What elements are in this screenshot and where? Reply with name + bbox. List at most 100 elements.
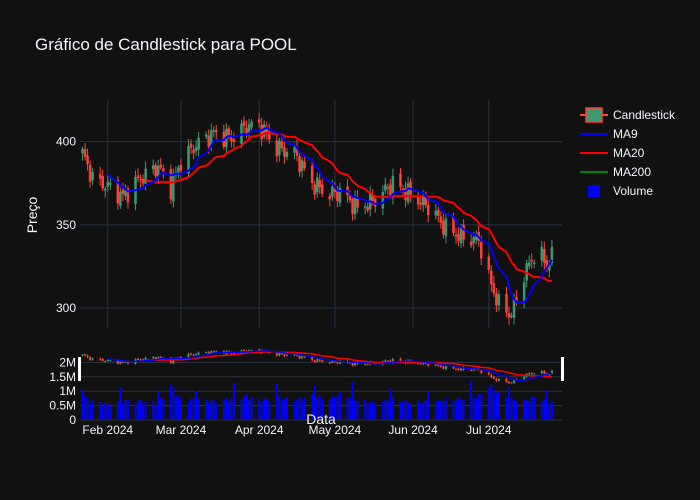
candle[interactable]: [298, 150, 301, 177]
candle[interactable]: [315, 172, 319, 198]
candle[interactable]: [88, 160, 92, 188]
candle[interactable]: [194, 140, 198, 156]
candle[interactable]: [419, 195, 422, 210]
volume-bar: [513, 399, 516, 420]
candle[interactable]: [391, 168, 395, 205]
candle[interactable]: [487, 253, 491, 274]
candle[interactable]: [505, 286, 508, 318]
candle[interactable]: [399, 168, 402, 193]
candle[interactable]: [442, 213, 445, 239]
legend-item-candlestick[interactable]: Candlestick: [580, 107, 676, 123]
candle[interactable]: [532, 259, 536, 269]
candle[interactable]: [177, 164, 180, 179]
candle[interactable]: [439, 211, 443, 229]
candle[interactable]: [469, 234, 473, 249]
candle[interactable]: [151, 159, 155, 175]
candle[interactable]: [543, 241, 546, 270]
candle[interactable]: [260, 117, 263, 147]
candle[interactable]: [275, 134, 279, 163]
candle[interactable]: [103, 186, 107, 198]
candle[interactable]: [333, 181, 337, 199]
candle[interactable]: [136, 168, 140, 183]
candle[interactable]: [81, 146, 84, 161]
volume-bar: [523, 399, 526, 420]
candle[interactable]: [490, 265, 493, 292]
candle-body: [169, 169, 173, 200]
candle[interactable]: [457, 227, 460, 247]
candle[interactable]: [313, 180, 316, 200]
candle[interactable]: [462, 219, 465, 247]
candle[interactable]: [189, 139, 193, 155]
candle[interactable]: [530, 253, 533, 269]
candle[interactable]: [232, 132, 236, 149]
candle[interactable]: [434, 204, 438, 220]
candle[interactable]: [437, 206, 440, 223]
candle[interactable]: [384, 177, 387, 195]
candle[interactable]: [285, 148, 289, 161]
candle[interactable]: [126, 185, 130, 209]
candle[interactable]: [197, 131, 200, 157]
candle[interactable]: [507, 306, 511, 325]
candle[interactable]: [169, 164, 173, 205]
candle[interactable]: [321, 178, 324, 197]
candle[interactable]: [427, 198, 430, 223]
mini-candle-body: [278, 353, 281, 356]
legend-item-ma20[interactable]: MA20: [580, 146, 645, 160]
candle[interactable]: [492, 275, 496, 297]
candle[interactable]: [101, 169, 104, 191]
candle[interactable]: [300, 157, 304, 178]
candle[interactable]: [121, 182, 125, 202]
volume-bar: [240, 399, 243, 420]
candle[interactable]: [510, 312, 513, 319]
candle[interactable]: [192, 144, 195, 160]
candle[interactable]: [91, 167, 94, 185]
volume-bar: [422, 402, 425, 420]
candle[interactable]: [303, 155, 306, 171]
range-slider-left-handle[interactable]: [78, 357, 81, 381]
volume-bar: [437, 399, 440, 420]
candle[interactable]: [162, 164, 165, 179]
candle[interactable]: [159, 157, 163, 170]
candle[interactable]: [540, 240, 544, 267]
candle[interactable]: [212, 126, 215, 138]
candle[interactable]: [257, 112, 261, 128]
candle[interactable]: [215, 125, 218, 140]
candle[interactable]: [154, 162, 157, 182]
candle[interactable]: [444, 213, 448, 244]
candle[interactable]: [454, 227, 458, 244]
candle[interactable]: [328, 192, 332, 207]
candle[interactable]: [139, 174, 142, 188]
candle[interactable]: [83, 143, 87, 161]
range-slider-right-handle[interactable]: [561, 357, 564, 381]
candle[interactable]: [124, 184, 127, 201]
legend-item-ma200[interactable]: MA200: [580, 165, 651, 179]
candle[interactable]: [86, 148, 89, 171]
candle[interactable]: [141, 174, 145, 187]
candle[interactable]: [404, 181, 407, 208]
candle[interactable]: [278, 137, 281, 162]
volume-bar: [303, 398, 306, 420]
mini-candle: [313, 359, 316, 363]
candle[interactable]: [338, 182, 342, 208]
candle[interactable]: [310, 158, 314, 190]
candle[interactable]: [318, 172, 321, 195]
candle[interactable]: [98, 166, 102, 186]
candle[interactable]: [406, 176, 410, 205]
candle[interactable]: [495, 288, 498, 312]
candle[interactable]: [204, 131, 208, 140]
candle[interactable]: [366, 201, 369, 213]
mini-candle-body: [152, 357, 155, 359]
candle[interactable]: [283, 140, 286, 164]
legend-item-ma9[interactable]: MA9: [580, 127, 638, 141]
candle-body: [278, 140, 281, 156]
candle[interactable]: [497, 290, 501, 312]
candle[interactable]: [242, 116, 246, 134]
candle[interactable]: [363, 202, 367, 215]
candle[interactable]: [351, 195, 354, 221]
legend-item-volume[interactable]: Volume: [588, 184, 653, 198]
candle[interactable]: [527, 255, 531, 270]
candle[interactable]: [119, 187, 122, 209]
candle-body: [250, 121, 253, 128]
candle[interactable]: [386, 183, 390, 195]
candle[interactable]: [106, 175, 110, 192]
